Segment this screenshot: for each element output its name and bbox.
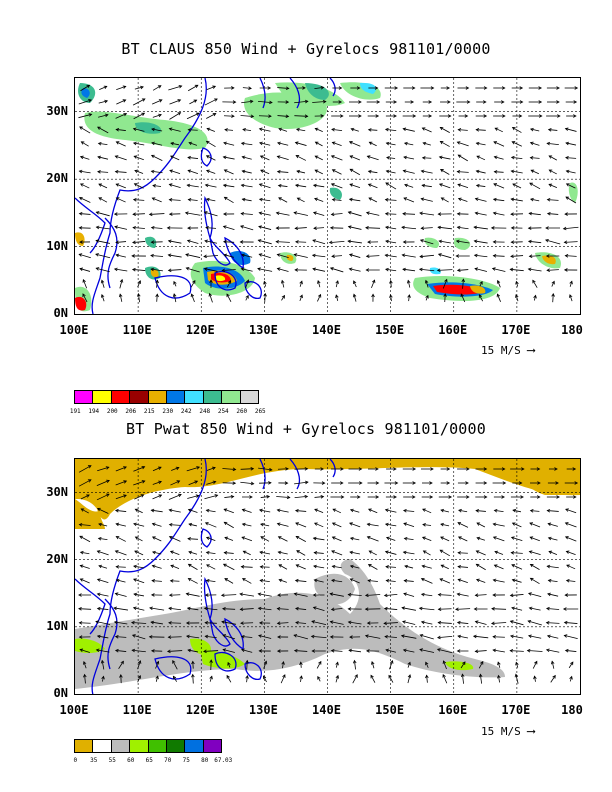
panel1-scale-label: 15 M/S ⟶ (481, 343, 535, 357)
colorbar-swatch (93, 391, 112, 403)
coastline (75, 459, 336, 694)
lat-label: 20N (46, 171, 68, 186)
colorbar-label: 65 (145, 757, 153, 764)
lon-label: 160E (438, 323, 468, 337)
lon-label: 130E (248, 323, 278, 337)
panel2-colorbar (74, 739, 222, 753)
lon-label: 150E (375, 323, 405, 337)
lat-label: 20N (46, 551, 68, 566)
panel2-scale-label: 15 M/S ⟶ (481, 724, 535, 738)
colorbar-label: 248 (199, 408, 211, 415)
colorbar-label: 0 (73, 757, 78, 764)
panel1-title: BT CLAUS 850 Wind + Gyrelocs 981101/0000 (121, 40, 491, 58)
colorbar-swatch (148, 391, 168, 403)
lat-label: 0N (53, 686, 68, 700)
colorbar-label: 242 (180, 408, 192, 415)
lat-label: 10N (46, 618, 68, 633)
panel1-colorbar-labels: 191 194 200 206 215 230 242 248 254 260 265 (66, 408, 270, 415)
colorbar-label: 60 (127, 757, 135, 764)
panel2-title: BT Pwat 850 Wind + Gyrelocs 981101/0000 (126, 420, 486, 438)
colorbar-swatch (75, 740, 94, 752)
colorbar-label: 80 (201, 757, 209, 764)
lat-label: 30N (46, 103, 68, 118)
colorbar-label: 191 (69, 408, 81, 415)
lon-label: 110E (122, 703, 152, 717)
lon-label: 100E (59, 703, 89, 717)
lon-label: 120E (185, 703, 215, 717)
colorbar-swatch (111, 740, 131, 752)
colorbar-label: 260 (236, 408, 248, 415)
colorbar-swatch (111, 391, 131, 403)
lon-label: 120E (185, 323, 215, 337)
lon-label: 180 (561, 323, 583, 337)
lon-label: 130E (248, 703, 278, 717)
panel1-map (74, 77, 581, 315)
colorbar-swatch (167, 391, 186, 403)
colorbar-swatch (222, 391, 241, 403)
colorbar-swatch (75, 391, 94, 403)
colorbar-label: 254 (217, 408, 229, 415)
colorbar-label: 70 (164, 757, 172, 764)
coastline (75, 78, 336, 314)
lon-label: 160E (438, 703, 468, 717)
colorbar-label: 194 (88, 408, 100, 415)
colorbar-swatch (148, 740, 167, 752)
lon-label: 140E (312, 703, 341, 717)
lon-label: 180 (561, 703, 583, 717)
colorbar-label: 67.03 (214, 757, 233, 764)
panel2-colorbar-labels: 0 35 55 60 65 70 75 80 67.03 (66, 757, 233, 764)
colorbar-swatch (185, 740, 204, 752)
colorbar-swatch (203, 740, 221, 752)
panel1-colorbar (74, 390, 259, 404)
lon-label: 170E (501, 323, 531, 337)
panel2-map (74, 458, 581, 695)
colorbar-label: 55 (108, 757, 116, 764)
colorbar-label: 206 (125, 408, 137, 415)
cloud-shading (75, 82, 578, 312)
colorbar-swatch (166, 740, 186, 752)
colorbar-swatch (203, 391, 223, 403)
colorbar-label: 200 (106, 408, 118, 415)
lon-label: 170E (501, 703, 531, 717)
colorbar-label: 215 (143, 408, 155, 415)
lon-label: 140E (312, 323, 341, 337)
colorbar-label: 265 (254, 408, 266, 415)
lat-label: 0N (53, 306, 68, 320)
colorbar-swatch (240, 391, 259, 403)
lat-label: 30N (46, 484, 68, 499)
lon-label: 110E (122, 323, 152, 337)
pwat-shading (75, 459, 580, 689)
panel2-map-svg (75, 459, 580, 694)
colorbar-label: 35 (90, 757, 98, 764)
panel1-map-svg (75, 78, 580, 314)
lat-label: 10N (46, 238, 68, 253)
wind-vectors (78, 84, 579, 303)
colorbar-label: 75 (182, 757, 190, 764)
lon-label: 150E (375, 703, 405, 717)
colorbar-label: 230 (162, 408, 174, 415)
wind-vectors (78, 465, 579, 684)
lon-label: 100E (59, 323, 89, 337)
colorbar-swatch (130, 740, 149, 752)
colorbar-swatch (185, 391, 204, 403)
colorbar-swatch (93, 740, 112, 752)
colorbar-swatch (130, 391, 149, 403)
